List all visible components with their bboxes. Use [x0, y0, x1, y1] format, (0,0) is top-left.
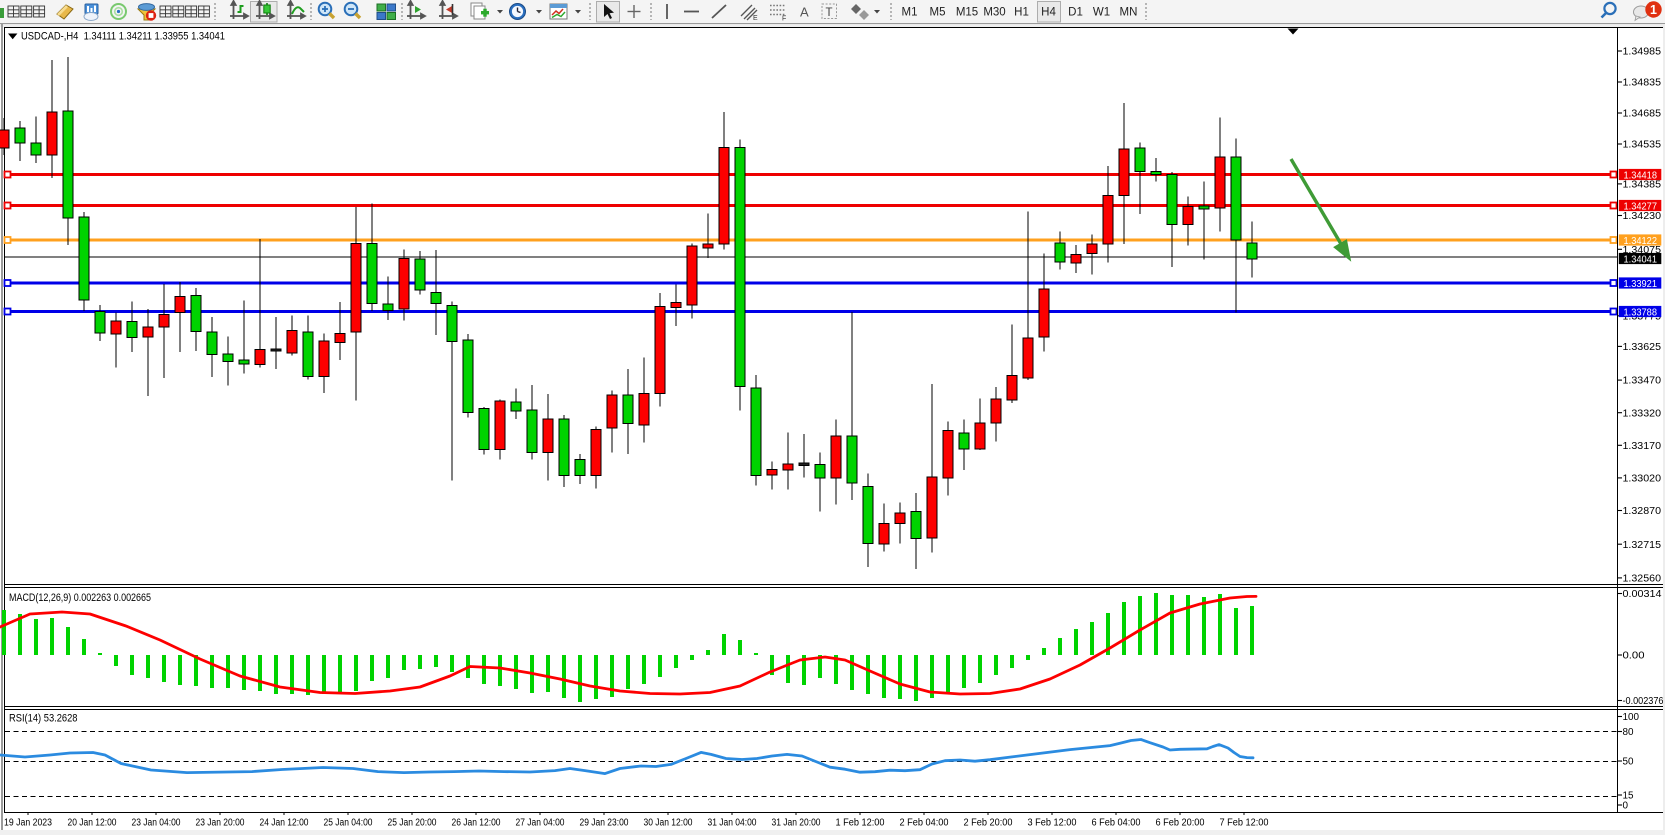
svg-text:31 Jan 04:00: 31 Jan 04:00	[708, 818, 757, 829]
svg-text:USDCAD-,H4 1.34111 1.34211 1.: USDCAD-,H4 1.34111 1.34211 1.33955 1.340…	[21, 31, 225, 43]
svg-text:20 Jan 12:00: 20 Jan 12:00	[68, 818, 117, 829]
svg-text:1.33470: 1.33470	[1623, 376, 1662, 387]
svg-text:80: 80	[1623, 727, 1634, 738]
svg-text:1.33170: 1.33170	[1623, 441, 1662, 452]
svg-text:MN: MN	[1120, 7, 1138, 19]
svg-text:M15: M15	[956, 7, 978, 19]
svg-text:1.34277: 1.34277	[1624, 200, 1658, 212]
svg-text:1.34985: 1.34985	[1623, 47, 1662, 58]
svg-text:1.34041: 1.34041	[1624, 253, 1658, 265]
svg-text:100: 100	[1623, 712, 1640, 723]
svg-text:19 Jan 2023: 19 Jan 2023	[4, 818, 52, 829]
svg-text:D1: D1	[1068, 7, 1083, 19]
svg-text:T: T	[826, 7, 833, 19]
svg-text:M30: M30	[983, 7, 1005, 19]
svg-text:0.00: 0.00	[1623, 651, 1645, 662]
svg-text:F: F	[782, 16, 786, 23]
svg-text:23 Jan 20:00: 23 Jan 20:00	[196, 818, 245, 829]
svg-text:M1: M1	[902, 7, 918, 19]
svg-text:E: E	[753, 15, 758, 22]
svg-text:1.32870: 1.32870	[1623, 506, 1662, 517]
svg-text:0: 0	[1623, 801, 1629, 812]
svg-text:15: 15	[1623, 791, 1634, 802]
svg-text:1.34075: 1.34075	[1623, 245, 1662, 256]
svg-text:1.34122: 1.34122	[1624, 235, 1658, 247]
svg-text:1.34835: 1.34835	[1623, 78, 1662, 89]
svg-text:2 Feb 20:00: 2 Feb 20:00	[964, 818, 1013, 829]
svg-text:3 Feb 12:00: 3 Feb 12:00	[1028, 818, 1077, 829]
svg-text:RSI(14) 53.2628: RSI(14) 53.2628	[9, 713, 78, 725]
svg-text:27 Jan 04:00: 27 Jan 04:00	[516, 818, 565, 829]
svg-text:26 Jan 12:00: 26 Jan 12:00	[452, 818, 501, 829]
svg-text:1.34418: 1.34418	[1624, 169, 1658, 181]
svg-text:6 Feb 04:00: 6 Feb 04:00	[1092, 818, 1141, 829]
svg-text:24 Jan 12:00: 24 Jan 12:00	[260, 818, 309, 829]
svg-text:1.34685: 1.34685	[1623, 109, 1662, 120]
svg-text:M5: M5	[930, 7, 946, 19]
svg-text:1 Feb 12:00: 1 Feb 12:00	[836, 818, 885, 829]
svg-text:-0.002376: -0.002376	[1623, 696, 1664, 707]
svg-text:25 Jan 04:00: 25 Jan 04:00	[324, 818, 373, 829]
svg-text:1.32715: 1.32715	[1623, 540, 1662, 551]
svg-text:A: A	[800, 5, 809, 20]
svg-text:1: 1	[1650, 3, 1657, 17]
svg-text:50: 50	[1623, 757, 1634, 768]
svg-text:1.33788: 1.33788	[1624, 306, 1658, 318]
svg-text:1.33020: 1.33020	[1623, 474, 1662, 485]
svg-text:30 Jan 12:00: 30 Jan 12:00	[644, 818, 693, 829]
svg-text:H1: H1	[1014, 7, 1029, 19]
svg-text:1.34385: 1.34385	[1623, 180, 1662, 191]
svg-text:MACD(12,26,9) 0.002263 0.00266: MACD(12,26,9) 0.002263 0.002665	[9, 592, 151, 604]
svg-text:25 Jan 20:00: 25 Jan 20:00	[388, 818, 437, 829]
svg-text:H4: H4	[1041, 7, 1056, 19]
svg-text:W1: W1	[1093, 7, 1110, 19]
svg-text:23 Jan 04:00: 23 Jan 04:00	[132, 818, 181, 829]
svg-text:2 Feb 04:00: 2 Feb 04:00	[900, 818, 949, 829]
svg-text:1.33320: 1.33320	[1623, 408, 1662, 419]
svg-text:1.33921: 1.33921	[1624, 278, 1658, 290]
svg-text:29 Jan 23:00: 29 Jan 23:00	[580, 818, 629, 829]
svg-text:6 Feb 20:00: 6 Feb 20:00	[1156, 818, 1205, 829]
svg-text:1.32560: 1.32560	[1623, 574, 1662, 585]
svg-text:0.00314: 0.00314	[1623, 589, 1662, 600]
svg-text:7 Feb 12:00: 7 Feb 12:00	[1220, 818, 1269, 829]
svg-text:31 Jan 20:00: 31 Jan 20:00	[772, 818, 821, 829]
svg-text:1.34230: 1.34230	[1623, 211, 1662, 222]
svg-text:1.33625: 1.33625	[1623, 342, 1662, 353]
svg-text:1.34535: 1.34535	[1623, 140, 1662, 151]
